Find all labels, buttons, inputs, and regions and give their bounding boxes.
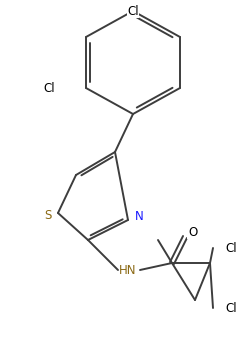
Text: Cl: Cl — [127, 5, 139, 17]
Text: O: O — [188, 226, 197, 238]
Text: Cl: Cl — [225, 302, 237, 315]
Text: Cl: Cl — [43, 81, 55, 95]
Text: Cl: Cl — [225, 241, 237, 255]
Text: HN: HN — [119, 263, 137, 277]
Text: N: N — [135, 210, 144, 222]
Text: S: S — [45, 208, 52, 221]
